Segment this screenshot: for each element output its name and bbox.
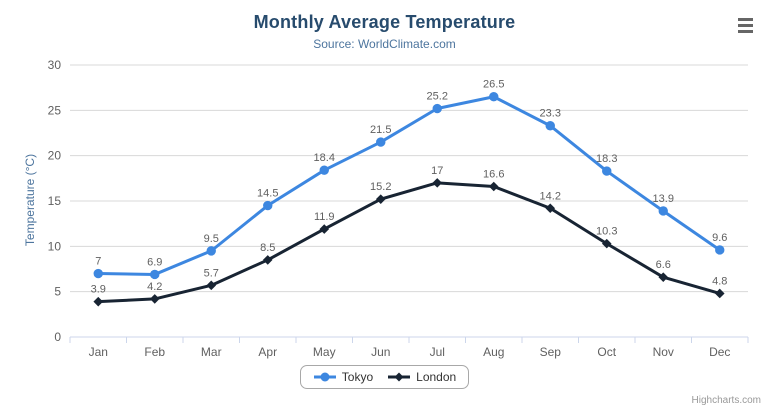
y-axis-tick-label: 15 [48, 194, 62, 208]
tokyo-data-label: 23.3 [540, 108, 561, 120]
tokyo-data-label: 14.5 [257, 188, 278, 200]
tokyo-data-label: 21.5 [370, 124, 391, 136]
london-line [96, 181, 722, 304]
x-axis-tick-label: Jul [430, 345, 445, 359]
london-point[interactable] [545, 203, 556, 214]
london-series-icon [387, 371, 411, 383]
tokyo-point[interactable] [545, 121, 555, 131]
london-data-label: 10.3 [596, 226, 617, 238]
legend-label-london: London [416, 370, 457, 384]
y-axis-tick-label: 20 [48, 149, 62, 163]
x-axis-tick-label: Aug [483, 345, 504, 359]
legend: Tokyo London [0, 365, 769, 389]
menu-bar [738, 18, 753, 21]
london-point[interactable] [319, 224, 330, 234]
y-axis-tick-label: 25 [48, 103, 62, 117]
london-data-label: 4.2 [147, 281, 162, 293]
tokyo-point[interactable] [658, 206, 668, 216]
london-point[interactable] [714, 288, 725, 299]
london-data-label: 3.9 [91, 284, 106, 296]
tokyo-point[interactable] [150, 269, 160, 280]
london-data-label: 16.6 [483, 168, 504, 180]
x-axis-tick-label: Jan [89, 345, 108, 359]
london-point[interactable] [658, 272, 669, 282]
london-point[interactable] [488, 181, 499, 192]
london-data-label: 4.8 [712, 275, 727, 287]
london-point[interactable] [93, 296, 104, 307]
y-axis-tick-label: 0 [54, 330, 61, 344]
tokyo-point[interactable] [263, 200, 273, 211]
london-data-label: 15.2 [370, 181, 391, 193]
tokyo-point[interactable] [206, 246, 216, 256]
london-data-label: 17 [431, 165, 443, 177]
y-axis-title: Temperature (°C) [23, 153, 37, 247]
hamburger-menu-icon[interactable] [736, 16, 757, 35]
chart-subtitle: Source: WorldClimate.com [313, 37, 456, 51]
tokyo-series-icon [313, 371, 337, 383]
london-point[interactable] [375, 194, 386, 204]
menu-bar [738, 24, 753, 27]
tokyo-data-label: 18.4 [314, 152, 335, 164]
tokyo-point[interactable] [489, 92, 499, 102]
london-point[interactable] [601, 238, 612, 249]
legend-label-tokyo: Tokyo [341, 370, 374, 384]
tokyo-point[interactable] [319, 165, 329, 175]
y-axis-tick-label: 30 [48, 58, 62, 72]
x-axis-tick-label: Dec [709, 345, 730, 359]
x-axis-tick-label: May [313, 345, 336, 359]
y-axis-tick-label: 10 [48, 239, 62, 253]
menu-bar [738, 30, 753, 33]
y-axis-tick-label: 5 [54, 285, 61, 299]
tokyo-data-label: 25.2 [427, 91, 448, 103]
london-point[interactable] [149, 294, 160, 304]
tokyo-data-label: 9.6 [712, 232, 727, 244]
tokyo-data-label: 26.5 [483, 79, 504, 91]
x-axis-tick-label: Jun [371, 345, 390, 359]
legend-box: Tokyo London [299, 365, 470, 389]
tokyo-point[interactable] [376, 137, 386, 147]
chart-title: Monthly Average Temperature [253, 12, 516, 32]
x-axis-tick-label: Mar [201, 345, 222, 359]
london-data-label: 14.2 [540, 190, 561, 202]
london-data-label: 11.9 [314, 211, 335, 223]
x-axis-tick-label: Nov [653, 345, 674, 359]
x-axis-tick-label: Oct [597, 345, 616, 359]
tokyo-point[interactable] [432, 103, 442, 114]
highcharts-credits-link[interactable]: Highcharts.com [691, 395, 761, 406]
tokyo-point[interactable] [93, 268, 103, 279]
tokyo-data-label: 18.3 [596, 153, 617, 165]
tokyo-data-label: 7 [95, 256, 101, 268]
london-data-label: 8.5 [260, 242, 275, 254]
london-point[interactable] [432, 178, 443, 188]
tokyo-data-label: 9.5 [204, 233, 219, 245]
tokyo-data-label: 13.9 [653, 193, 674, 205]
tokyo-point[interactable] [715, 245, 725, 255]
legend-item-tokyo[interactable]: Tokyo [313, 370, 373, 384]
tokyo-line [96, 95, 722, 276]
tokyo-data-label: 6.9 [147, 256, 162, 268]
x-axis-tick-label: Feb [144, 345, 165, 359]
london-data-label: 6.6 [656, 259, 671, 271]
legend-item-london[interactable]: London [387, 370, 456, 384]
x-axis-tick-label: Sep [540, 345, 562, 359]
london-point[interactable] [206, 280, 217, 291]
london-data-label: 5.7 [204, 267, 219, 279]
london-point[interactable] [262, 255, 273, 265]
tokyo-point[interactable] [602, 166, 612, 176]
x-axis-tick-label: Apr [258, 345, 277, 359]
